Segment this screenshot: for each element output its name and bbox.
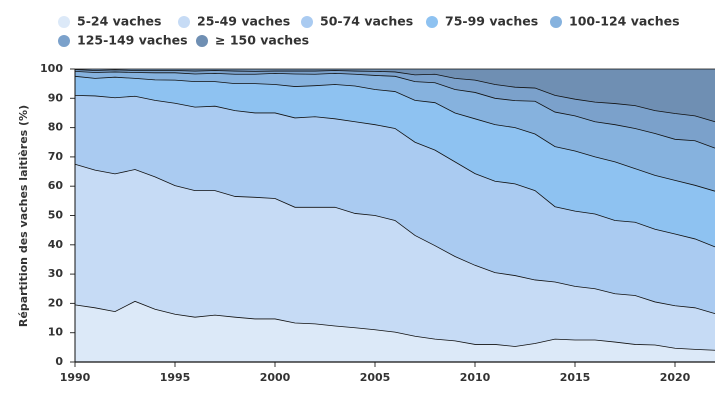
legend-swatch <box>58 35 70 47</box>
area-edge <box>74 163 716 315</box>
x-tick-label: 2020 <box>660 371 691 384</box>
y-tick-label: 50 <box>48 209 64 222</box>
area-fill <box>75 301 715 362</box>
area-fill <box>75 164 715 351</box>
x-tick-label: 2015 <box>560 371 591 384</box>
x-tick-label: 2010 <box>460 371 491 384</box>
area-fill <box>75 69 715 122</box>
y-tick-label: 20 <box>48 296 64 309</box>
area-edge <box>74 300 716 351</box>
y-tick-label: 30 <box>48 267 64 280</box>
y-axis-label: Répartition des vaches laitières (%) <box>17 105 30 327</box>
legend-label: 100-124 vaches <box>569 14 680 29</box>
y-tick-label: 40 <box>48 238 64 251</box>
y-tick-label: 100 <box>40 62 63 75</box>
x-tick-label: 2000 <box>260 371 291 384</box>
area-fill <box>75 95 715 314</box>
area-fill <box>75 69 715 149</box>
legend-label: 125-149 vaches <box>77 33 188 48</box>
legend-label: 75-99 vaches <box>445 14 538 29</box>
x-tick-label: 2005 <box>360 371 391 384</box>
legend-swatch <box>58 16 70 28</box>
legend-swatch <box>550 16 562 28</box>
legend-label: 5-24 vaches <box>77 14 161 29</box>
y-tick-label: 70 <box>48 150 64 163</box>
area-edge <box>74 70 716 149</box>
legend-swatch <box>426 16 438 28</box>
y-tick-label: 60 <box>48 179 64 192</box>
area-fill <box>75 71 715 192</box>
area-fill <box>75 76 715 247</box>
x-tick-label: 1995 <box>160 371 191 384</box>
y-tick-label: 90 <box>48 91 64 104</box>
area-edge <box>74 69 716 123</box>
legend-label: 50-74 vaches <box>320 14 413 29</box>
legend-label: 25-49 vaches <box>197 14 290 29</box>
legend: 5-24 vaches 25-49 vaches 50-74 vaches 75-99… <box>58 14 680 48</box>
legend-label: ≥ 150 vaches <box>215 33 309 48</box>
area-edge <box>74 94 716 248</box>
legend-swatch <box>196 35 208 47</box>
y-tick-label: 80 <box>48 121 64 134</box>
y-tick-label: 0 <box>55 355 63 368</box>
legend-swatch <box>301 16 313 28</box>
x-tick-label: 1990 <box>60 371 91 384</box>
area-edge <box>74 75 716 192</box>
y-tick-label: 10 <box>48 326 64 339</box>
legend-swatch <box>178 16 190 28</box>
